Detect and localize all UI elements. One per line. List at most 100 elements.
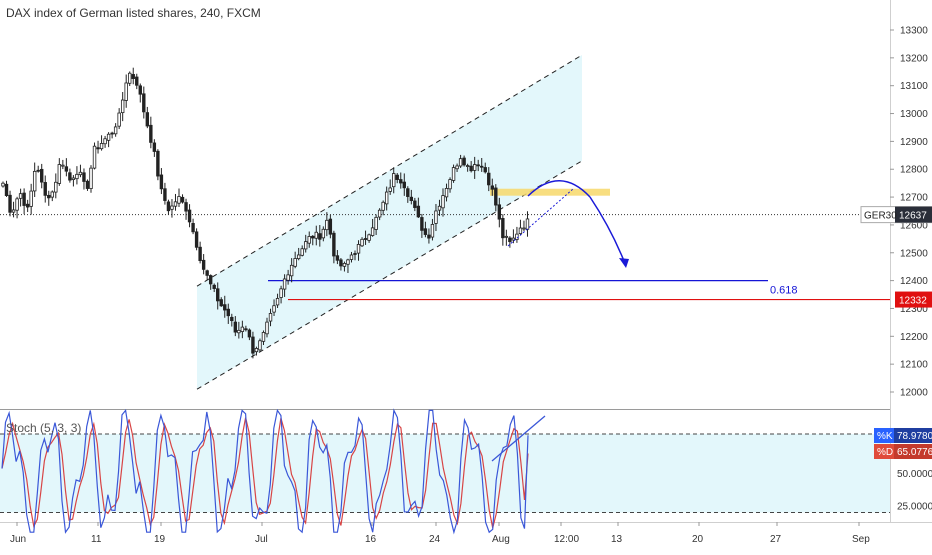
candle (511, 229, 516, 244)
stoch-divergence-line (491, 415, 546, 462)
candle-down (399, 179, 403, 184)
candle-up (504, 235, 509, 238)
candle (501, 214, 505, 246)
candle (78, 164, 83, 178)
candle-up (170, 205, 174, 210)
candle-down (96, 147, 100, 150)
candle-up (293, 258, 297, 267)
candle-down (402, 181, 406, 189)
candle-up (289, 264, 294, 277)
candle-down (82, 172, 86, 182)
candle (212, 283, 216, 293)
candle-down (8, 194, 12, 213)
candle (198, 241, 202, 264)
candle (342, 261, 347, 272)
stoch-k-value-box (894, 428, 932, 443)
stoch-tick-label: 25.0000 (897, 502, 932, 513)
candle-up (15, 198, 19, 211)
candle (300, 245, 304, 257)
candle (4, 180, 9, 197)
price-tick-label: 12900 (900, 137, 928, 148)
candle-down (212, 284, 216, 289)
projection-arc (527, 180, 591, 198)
stoch-title: Stoch (5, 3, 3) (6, 421, 82, 435)
candle-down (230, 316, 234, 322)
candle-up (342, 262, 347, 267)
candle-up (106, 133, 111, 141)
candle-up (32, 170, 37, 192)
candle (244, 325, 248, 332)
candle (50, 190, 54, 202)
candle (441, 188, 445, 217)
candle (180, 194, 185, 204)
candle-up (304, 241, 308, 250)
price-tick-label: 12600 (900, 220, 928, 231)
candle-up (61, 164, 65, 167)
price-tick-label: 12000 (900, 388, 928, 399)
candle (286, 269, 290, 285)
candle-up (75, 173, 79, 180)
candle-up (448, 179, 452, 190)
candle-down (427, 234, 431, 239)
candle-down (469, 165, 473, 172)
candle-down (198, 246, 202, 262)
candle-up (240, 326, 245, 332)
candle-down (480, 165, 484, 168)
candle-up (522, 227, 526, 230)
stoch-d-value: 65.0776 (897, 447, 932, 458)
candle-up (261, 332, 266, 342)
candle-up (525, 218, 530, 230)
candle (32, 162, 37, 197)
candle (367, 233, 371, 243)
candle-down (64, 166, 69, 172)
candle (332, 230, 336, 264)
candle-down (131, 74, 135, 79)
price-tick-label: 12800 (900, 165, 928, 176)
candle (43, 175, 47, 203)
candle (402, 173, 406, 196)
candle-down (335, 255, 340, 261)
channel-lower-line (196, 160, 583, 390)
candle (413, 197, 417, 212)
price-tick-label: 12700 (900, 193, 928, 204)
price-tick-label: 12300 (900, 304, 928, 315)
candle (89, 165, 93, 193)
candle-up (268, 313, 273, 322)
candle (18, 188, 23, 207)
candle (251, 331, 255, 359)
candle (455, 163, 459, 173)
candle-down (395, 174, 399, 180)
chart-title: DAX index of German listed shares, 240, … (6, 6, 261, 20)
candle (374, 214, 378, 235)
candle (149, 116, 153, 149)
candle (465, 163, 470, 172)
candle (272, 299, 276, 317)
candle (497, 197, 502, 228)
candle (194, 228, 199, 251)
candle (444, 183, 449, 202)
candle (416, 197, 421, 219)
stoch-tick-label: 50.0000 (897, 469, 932, 480)
candle (8, 190, 12, 217)
candle (318, 224, 322, 247)
candle (265, 317, 269, 338)
candle-up (367, 234, 371, 241)
candle (395, 173, 399, 184)
candle-up (458, 158, 463, 167)
candle-up (113, 126, 118, 135)
candle-up (71, 177, 76, 180)
candle-down (413, 200, 417, 208)
candle-down (311, 235, 315, 239)
candle-up (441, 195, 445, 209)
candle (184, 198, 188, 220)
price-tick-label: 12200 (900, 332, 928, 343)
candle-up (434, 210, 438, 224)
candle (430, 218, 435, 241)
candle-up (120, 99, 125, 114)
candle-down (68, 172, 72, 181)
candle (61, 159, 65, 170)
candle (128, 71, 132, 87)
candle-down (490, 185, 494, 190)
candle (462, 155, 466, 167)
